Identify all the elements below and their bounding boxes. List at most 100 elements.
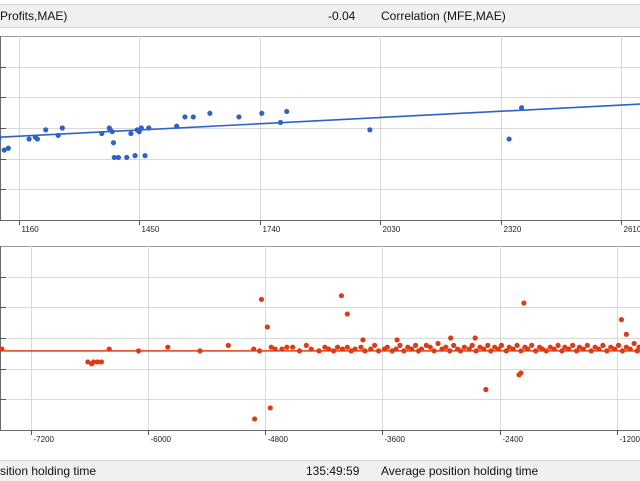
data-point: [581, 346, 586, 351]
data-point: [616, 343, 621, 348]
metric-label-right: Correlation (MFE,MAE): [381, 9, 506, 23]
data-point: [628, 346, 633, 351]
data-point: [207, 111, 212, 116]
x-tick-label: 1450: [142, 225, 160, 234]
data-point: [624, 332, 629, 337]
data-point: [110, 129, 115, 134]
data-point: [596, 346, 601, 351]
data-point: [462, 345, 467, 350]
data-point: [566, 346, 571, 351]
data-point: [297, 348, 302, 353]
x-tick-label: -6000: [151, 435, 172, 444]
data-point: [326, 346, 331, 351]
x-tick-label: -4800: [268, 435, 289, 444]
data-point: [56, 133, 61, 138]
data-point: [488, 348, 493, 353]
data-point: [284, 345, 289, 350]
data-point: [257, 348, 262, 353]
data-point: [345, 345, 350, 350]
data-point: [401, 348, 406, 353]
data-point: [499, 343, 504, 348]
x-tick-label: 2320: [504, 225, 522, 234]
metric-value: -0.04: [328, 9, 355, 23]
data-point: [26, 136, 31, 141]
x-tick-label: 2030: [383, 225, 401, 234]
data-point: [619, 317, 624, 322]
data-point: [481, 346, 486, 351]
data-point: [124, 155, 129, 160]
data-point: [600, 343, 605, 348]
data-point: [620, 348, 625, 353]
data-point: [259, 297, 264, 302]
data-point: [458, 348, 463, 353]
data-point: [146, 125, 151, 130]
data-point: [165, 345, 170, 350]
holding-time-correlation-chart: -7200-6000-4800-3600-2400-1200: [0, 246, 640, 458]
data-point: [128, 131, 133, 136]
data-point: [632, 341, 637, 346]
data-point: [191, 114, 196, 119]
data-point: [139, 125, 144, 130]
data-point: [265, 324, 270, 329]
data-point: [394, 337, 399, 342]
data-point: [340, 346, 345, 351]
regression-trendline: [0, 104, 640, 137]
data-point: [521, 300, 526, 305]
metric-label-left: Profits,MAE): [0, 9, 67, 23]
data-point: [358, 345, 363, 350]
data-point: [448, 335, 453, 340]
data-point: [428, 345, 433, 350]
data-point: [259, 111, 264, 116]
mfe-mae-scatter-svg: 1160 1450 1740 2030 2320 2610: [0, 36, 640, 242]
data-point: [544, 348, 549, 353]
data-point: [473, 348, 478, 353]
data-point: [353, 346, 358, 351]
data-point: [273, 346, 278, 351]
x-tick-label: 1740: [263, 225, 281, 234]
data-point: [309, 346, 314, 351]
data-point: [473, 335, 478, 340]
data-point: [511, 346, 516, 351]
data-point: [612, 346, 617, 351]
data-point: [506, 136, 511, 141]
data-point: [226, 343, 231, 348]
x-tick-label: -2400: [503, 435, 524, 444]
data-point: [376, 348, 381, 353]
data-point: [409, 346, 414, 351]
x-tick-label: -3600: [385, 435, 406, 444]
mfe-mae-correlation-chart: 1160 1450 1740 2030 2320 2610: [0, 36, 640, 242]
data-point: [316, 348, 321, 353]
data-point: [483, 387, 488, 392]
data-point: [385, 345, 390, 350]
data-point: [519, 105, 524, 110]
data-point: [432, 348, 437, 353]
data-point: [197, 348, 202, 353]
data-point: [99, 131, 104, 136]
x-tick-label: -1200: [620, 435, 640, 444]
data-point: [142, 153, 147, 158]
data-point: [360, 337, 365, 342]
data-point: [279, 346, 284, 351]
data-point: [451, 343, 456, 348]
data-point: [268, 405, 273, 410]
data-point: [397, 343, 402, 348]
x-tick-label: 2610: [624, 225, 640, 234]
data-point: [111, 140, 116, 145]
data-point: [525, 346, 530, 351]
data-point: [485, 343, 490, 348]
data-point: [447, 348, 452, 353]
x-tick-label: 1160: [22, 225, 40, 234]
data-point: [6, 146, 11, 151]
data-point: [367, 127, 372, 132]
data-point: [570, 343, 575, 348]
data-point: [413, 343, 418, 348]
data-point: [604, 348, 609, 353]
data-point: [136, 348, 141, 353]
data-point: [35, 136, 40, 141]
data-point: [372, 343, 377, 348]
data-point: [529, 343, 534, 348]
data-point: [470, 343, 475, 348]
data-point: [107, 346, 112, 351]
metric-label-left: sition holding time: [0, 464, 96, 478]
data-point: [60, 125, 65, 130]
